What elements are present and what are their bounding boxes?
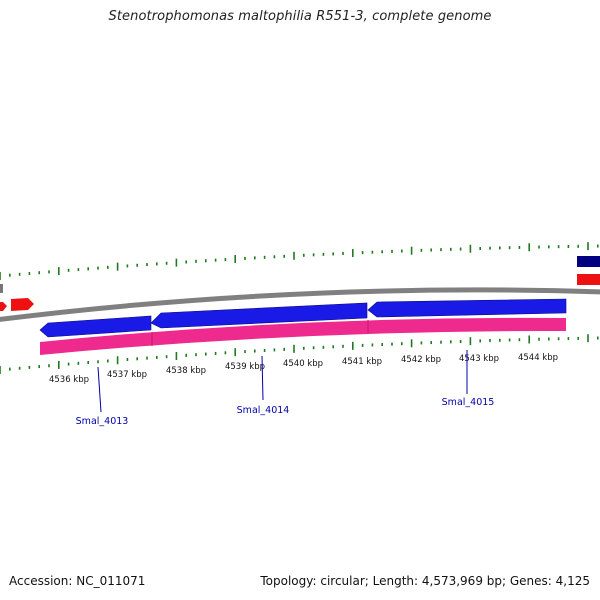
outer-tick-ring xyxy=(0,242,599,280)
genome-backbone xyxy=(0,287,600,322)
gene-label-smal-4014[interactable]: Smal_4014 xyxy=(237,405,290,416)
scale-label: 4541 kbp xyxy=(342,357,382,367)
scale-label: 4539 kbp xyxy=(225,362,265,372)
cds-track-divider xyxy=(151,320,369,346)
gene-label-leader xyxy=(261,355,264,401)
inner-tick-ring xyxy=(0,334,599,374)
gene-arrow-reverse[interactable] xyxy=(367,298,567,318)
edge-feature-gray xyxy=(0,284,3,293)
gene-arrow-reverse[interactable] xyxy=(150,302,368,329)
gene-arrow-forward[interactable] xyxy=(0,302,7,311)
scale-label: 4540 kbp xyxy=(283,359,323,369)
scale-label: 4543 kbp xyxy=(459,354,499,364)
scale-label: 4538 kbp xyxy=(166,366,206,376)
edge-feature-navy[interactable] xyxy=(577,256,600,267)
scale-label: 4537 kbp xyxy=(107,370,147,380)
cds-track[interactable] xyxy=(40,317,566,355)
accession-text: Accession: NC_011071 xyxy=(9,574,146,588)
gene-label-smal-4013[interactable]: Smal_4013 xyxy=(76,416,129,427)
map-title: Stenotrophomonas maltophilia R551-3, com… xyxy=(108,9,492,24)
gene-label-leader xyxy=(97,366,102,413)
scale-label: 4544 kbp xyxy=(518,353,558,363)
gene-arrow-forward[interactable] xyxy=(11,298,34,311)
scale-label: 4536 kbp xyxy=(49,375,89,385)
genome-summary-text: Topology: circular; Length: 4,573,969 bp… xyxy=(260,574,590,588)
gene-labels: Smal_4013 Smal_4014 Smal_4015 xyxy=(76,350,495,427)
scale-label: 4542 kbp xyxy=(401,355,441,365)
edge-feature-red[interactable] xyxy=(577,274,600,285)
scale-labels: 4536 kbp 4537 kbp 4538 kbp 4539 kbp 4540… xyxy=(49,353,558,385)
gene-label-smal-4015[interactable]: Smal_4015 xyxy=(442,397,495,408)
